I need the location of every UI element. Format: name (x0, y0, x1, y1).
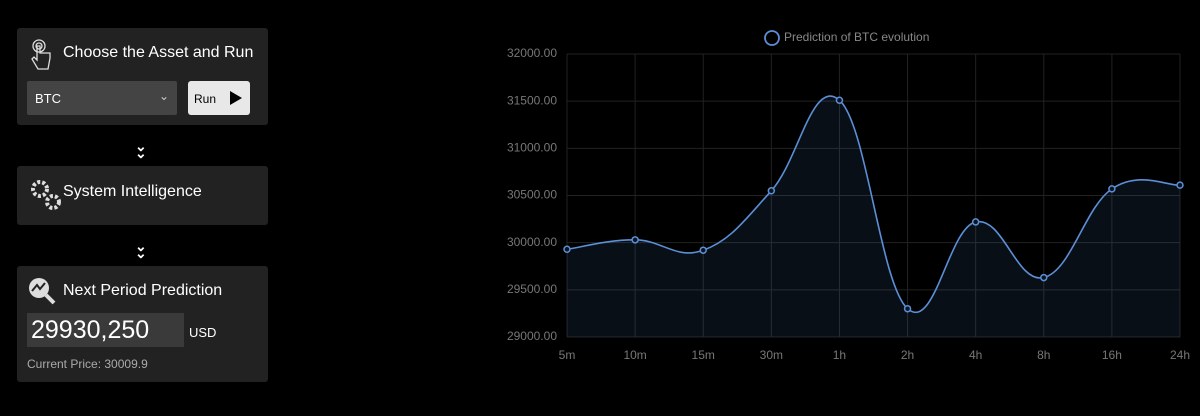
point (563, 245, 571, 254)
x-tick-label: 10m (623, 348, 646, 362)
line (566, 95, 1181, 313)
point (835, 96, 844, 104)
y-tick-label: 32000.00 (507, 46, 557, 60)
current-value: 30009.9 (104, 357, 148, 371)
x-tick-label: 4h (969, 348, 982, 362)
intelligence-panel: System Intelligence (17, 166, 268, 225)
current-label: Current Price: (27, 357, 102, 371)
point (1108, 185, 1116, 193)
y-tick-label: 31500.00 (507, 93, 557, 107)
chevron: ⌄ ⌄ (135, 238, 147, 261)
select-caret: ⌄ (158, 89, 169, 103)
point (971, 218, 980, 226)
play-icon (230, 91, 242, 105)
y-tick-label: 31000.00 (507, 141, 557, 155)
x-tick-label: 24h (1170, 348, 1190, 362)
hand-icon (31, 39, 51, 70)
legend-label: Prediction of BTC evolution (784, 30, 929, 44)
x-tick-label: 5m (559, 348, 576, 362)
y-tick-label: 30500.00 (507, 188, 557, 202)
prediction-value: 29930,250 (27, 313, 184, 347)
search-icon (29, 278, 56, 305)
y-tick-label: 29000.00 (507, 329, 557, 343)
unit: USD (189, 325, 217, 340)
area (567, 96, 1180, 337)
button-label: Run (194, 92, 217, 106)
x-tick-label: 2h (901, 348, 914, 362)
point (699, 246, 707, 254)
asset-panel: Choose the Asset and Run BTC ⌄ Run (17, 28, 268, 125)
panel-title: Choose the Asset and Run (63, 44, 254, 61)
y-tick-label: 30000.00 (507, 235, 557, 249)
x-tick-label: 30m (760, 348, 783, 362)
panel-title: Next Period Prediction (63, 282, 223, 299)
x-tick-label: 15m (692, 348, 715, 362)
point (903, 304, 912, 313)
x-tick-label: 8h (1037, 348, 1050, 362)
run-button[interactable]: Run (188, 81, 250, 115)
point (631, 236, 639, 244)
select-value: BTC (35, 91, 61, 106)
y-tick-label: 29500.00 (507, 282, 557, 296)
gears-icon (31, 180, 61, 210)
point (1176, 181, 1184, 189)
legend-marker (764, 30, 780, 46)
asset-select[interactable]: BTC ⌄ (27, 81, 177, 115)
panel-title: System Intelligence (63, 183, 202, 200)
point (767, 187, 776, 195)
x-tick-label: 1h (833, 348, 846, 362)
x-tick-label: 16h (1102, 348, 1122, 362)
current-price: Current Price: 30009.9 (27, 357, 148, 371)
prediction-panel: Next Period Prediction 29930,250 USD Cur… (17, 266, 268, 382)
point (1040, 273, 1048, 282)
chevron: ⌄ ⌄ (135, 138, 147, 161)
